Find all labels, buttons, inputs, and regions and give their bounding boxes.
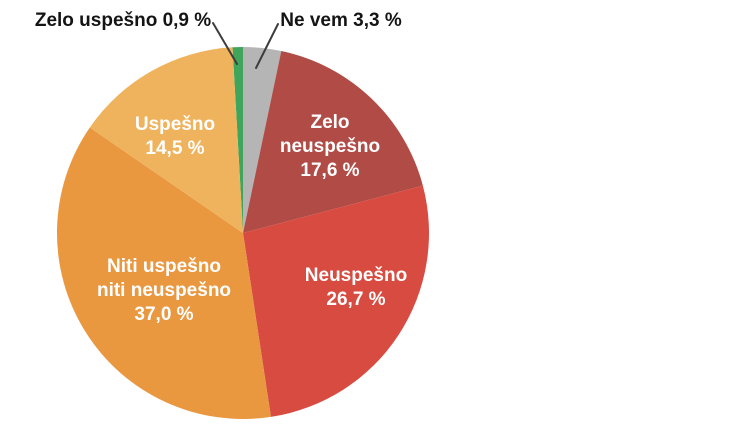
- pie-slice-zelo-uspesno: [232, 47, 243, 233]
- callout-line-zelo-uspesno: [212, 22, 238, 65]
- pie-slice-ne-vem: [243, 47, 282, 233]
- pie-slice-uspesno: [89, 47, 243, 233]
- pie-slice-neuspesno: [243, 185, 429, 417]
- callout-line-ne-vem: [255, 23, 279, 69]
- pie-slice-zelo-neuspesno: [243, 50, 423, 234]
- pie-slices: [56, 47, 429, 420]
- pie-slice-niti-uspesno-niti-neuspesno: [56, 127, 271, 420]
